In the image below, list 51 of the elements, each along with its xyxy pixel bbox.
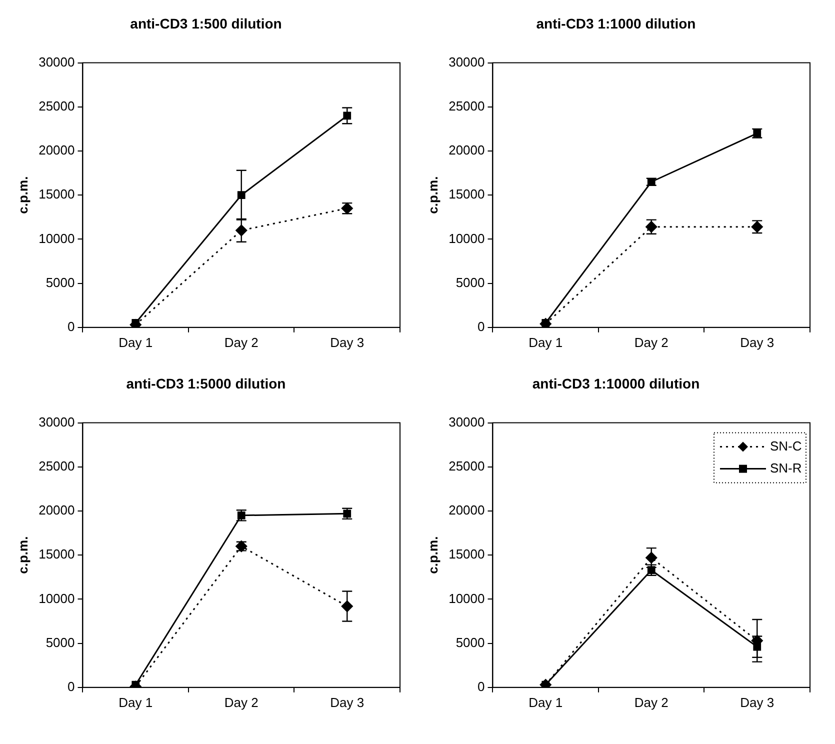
y-tick-label: 15000 (448, 186, 485, 202)
y-tick-label: 5000 (46, 634, 75, 650)
y-tick-label: 10000 (448, 590, 485, 606)
y-tick-label: 5000 (46, 274, 75, 290)
y-tick-label: 25000 (448, 458, 485, 474)
y-tick-label: 30000 (38, 54, 75, 70)
y-tick-label: 25000 (38, 458, 75, 474)
y-tick-label: 0 (478, 318, 485, 334)
y-tick-label: 10000 (448, 230, 485, 246)
x-tick-label: Day 1 (118, 694, 153, 710)
x-tick-label: Day 2 (634, 694, 668, 710)
y-tick-label: 10000 (38, 230, 75, 246)
y-tick-label: 25000 (448, 98, 485, 114)
legend-label: SN-R (770, 460, 802, 476)
y-tick-label: 0 (68, 318, 75, 334)
chart-title: anti-CD3 1:5000 dilution (126, 375, 286, 392)
y-axis-title: c.p.m. (15, 176, 30, 214)
y-tick-label: 20000 (38, 502, 75, 518)
y-tick-label: 30000 (38, 414, 75, 430)
y-tick-label: 15000 (38, 186, 75, 202)
y-axis-title: c.p.m. (425, 176, 440, 214)
x-tick-label: Day 1 (528, 334, 563, 350)
y-axis-title: c.p.m. (15, 536, 30, 574)
x-tick-label: Day 2 (224, 334, 258, 350)
y-tick-label: 15000 (38, 546, 75, 562)
x-tick-label: Day 2 (224, 694, 258, 710)
y-tick-label: 15000 (448, 546, 485, 562)
legend-label: SN-C (770, 438, 802, 454)
chart-title: anti-CD3 1:500 dilution (130, 15, 282, 32)
chart-title: anti-CD3 1:10000 dilution (532, 375, 700, 392)
point (237, 191, 246, 200)
x-tick-label: Day 1 (118, 334, 153, 350)
y-tick-label: 20000 (448, 142, 485, 158)
y-tick-label: 25000 (38, 98, 75, 114)
x-tick-label: Day 3 (330, 694, 364, 710)
y-tick-label: 20000 (38, 142, 75, 158)
y-tick-label: 5000 (456, 634, 485, 650)
x-tick-label: Day 1 (528, 694, 563, 710)
chart-title: anti-CD3 1:1000 dilution (536, 15, 696, 32)
y-tick-label: 30000 (448, 414, 485, 430)
x-tick-label: Day 3 (740, 334, 774, 350)
y-tick-label: 0 (478, 678, 485, 694)
x-tick-label: Day 3 (330, 334, 364, 350)
x-tick-label: Day 3 (740, 694, 774, 710)
x-tick-label: Day 2 (634, 334, 668, 350)
y-tick-label: 20000 (448, 502, 485, 518)
y-tick-label: 30000 (448, 54, 485, 70)
y-tick-label: 10000 (38, 590, 75, 606)
y-tick-label: 0 (68, 678, 75, 694)
y-axis-title: c.p.m. (425, 536, 440, 574)
y-tick-label: 5000 (456, 274, 485, 290)
